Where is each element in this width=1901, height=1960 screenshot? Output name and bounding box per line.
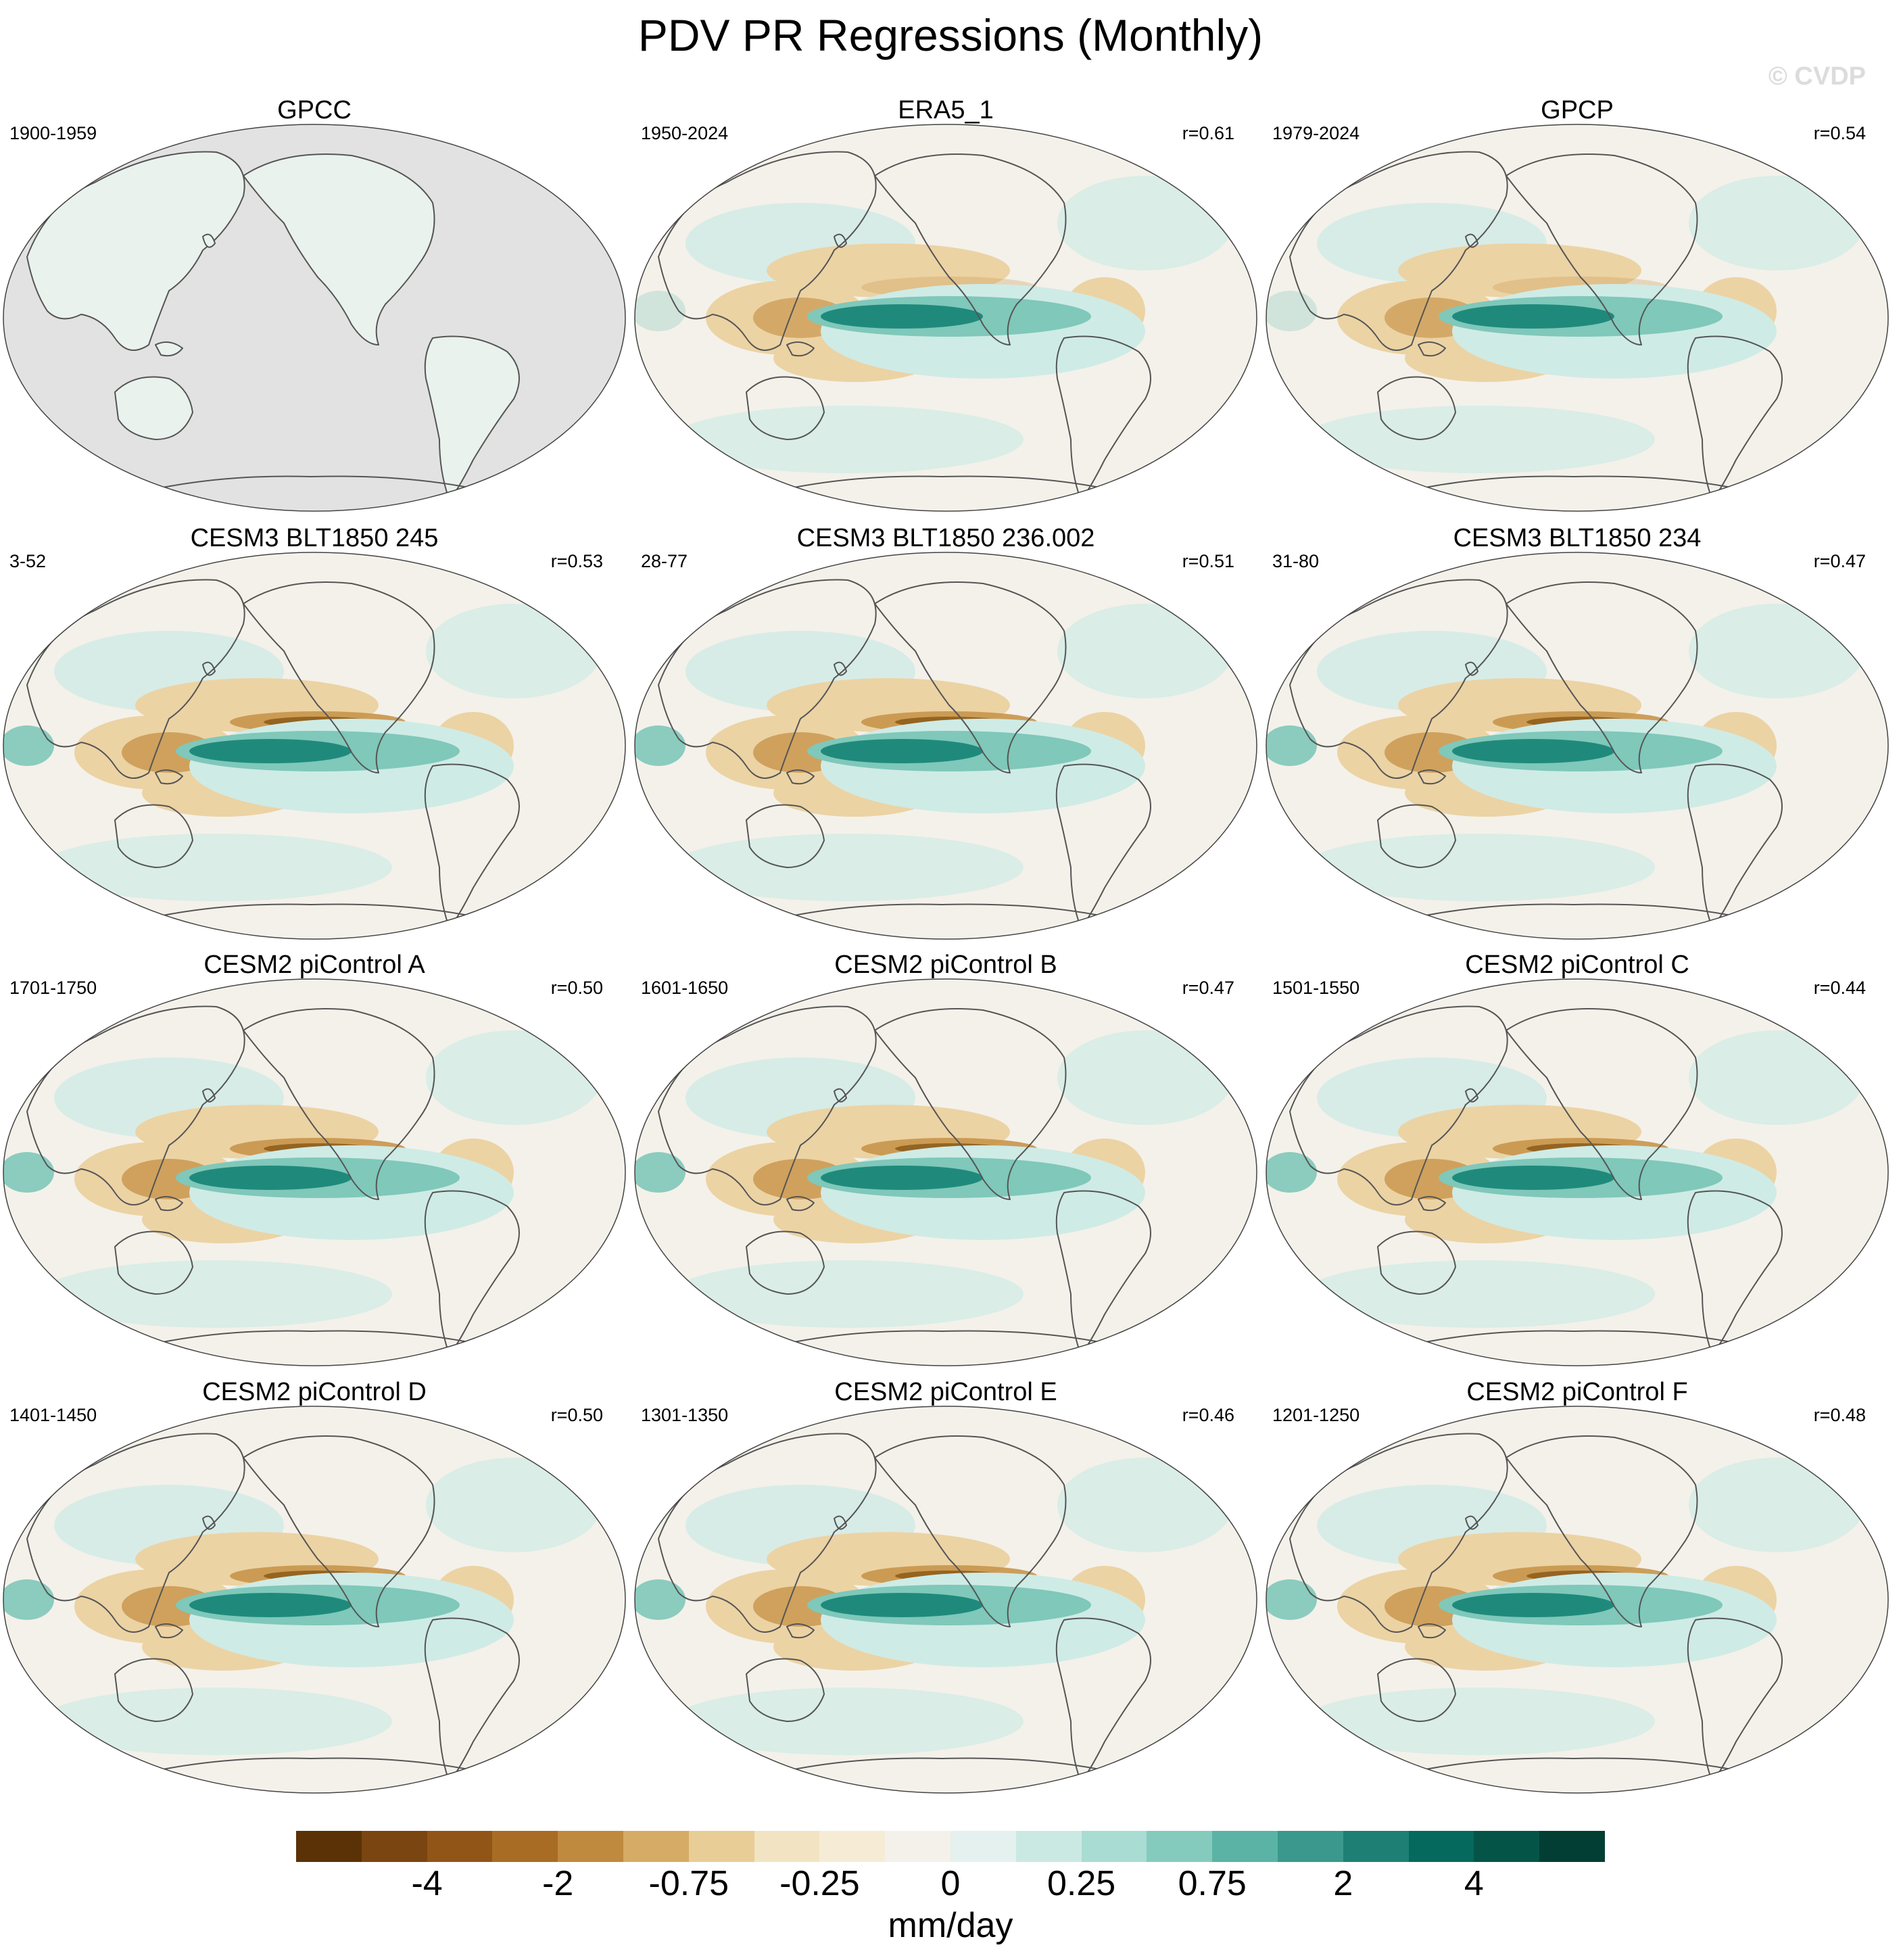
colorbar-swatch: [1081, 1831, 1147, 1862]
panel-correlation: r=0.50: [550, 1405, 603, 1425]
colorbar-swatch: [819, 1831, 886, 1862]
colorbar-tick-label: 4: [1464, 1864, 1484, 1903]
panel-title: CESM3 BLT1850 234: [1453, 524, 1702, 552]
panel-title: CESM2 piControl B: [834, 951, 1057, 979]
map-panel: CESM2 piControl E 1301-1350 r=0.46: [631, 1378, 1260, 1797]
panel-period: 1601-1650: [641, 978, 729, 998]
panel-correlation: r=0.61: [1182, 123, 1234, 143]
robinson-map: [1266, 124, 1889, 512]
panel-title: GPCP: [1541, 96, 1614, 124]
panel-period: 1701-1750: [9, 978, 97, 998]
colorbar-swatch: [1343, 1831, 1410, 1862]
colorbar-swatch: [1474, 1831, 1540, 1862]
panel-title: CESM2 piControl A: [203, 951, 425, 979]
panel-period: 1501-1550: [1272, 978, 1360, 998]
colorbar-swatch: [558, 1831, 624, 1862]
panel-correlation: r=0.47: [1813, 551, 1866, 571]
panel-correlation: r=0.54: [1813, 123, 1866, 143]
map-panel: CESM3 BLT1850 234 31-80 r=0.47: [1263, 524, 1892, 943]
colorbar-swatch: [296, 1831, 362, 1862]
figure-title: PDV PR Regressions (Monthly): [637, 10, 1264, 60]
colorbar-swatch: [885, 1831, 951, 1862]
panel-title: CESM2 piControl C: [1465, 951, 1689, 979]
panel-correlation: r=0.53: [550, 551, 603, 571]
watermark: © CVDP: [1768, 62, 1866, 91]
colorbar-swatch: [492, 1831, 558, 1862]
colorbar-tick-label: 2: [1333, 1864, 1353, 1903]
colorbar: [296, 1831, 1606, 1862]
panel-title: CESM2 piControl E: [834, 1378, 1057, 1406]
panel-period: 31-80: [1272, 551, 1320, 571]
robinson-map: [3, 978, 626, 1366]
panel-correlation: r=0.50: [550, 978, 603, 998]
colorbar-swatch: [950, 1831, 1017, 1862]
robinson-map: [3, 1406, 626, 1794]
map-panel: CESM2 piControl C 1501-1550 r=0.44: [1263, 951, 1892, 1370]
colorbar-swatch: [688, 1831, 755, 1862]
panel-title: CESM2 piControl F: [1466, 1378, 1688, 1406]
robinson-map: [634, 124, 1257, 512]
colorbar-swatch: [623, 1831, 690, 1862]
colorbar-swatch: [754, 1831, 820, 1862]
colorbar-units: mm/day: [888, 1906, 1013, 1945]
panel-period: 1201-1250: [1272, 1405, 1360, 1425]
colorbar-tick-label: 0: [940, 1864, 961, 1903]
colorbar-swatch: [1015, 1831, 1082, 1862]
map-panel: CESM3 BLT1850 236.002 28-77 r=0.51: [631, 524, 1260, 943]
robinson-map: [3, 124, 626, 512]
panel-correlation: r=0.51: [1182, 551, 1234, 571]
panel-period: 1900-1959: [9, 123, 97, 143]
colorbar-swatch: [1278, 1831, 1344, 1862]
panel-correlation: r=0.46: [1182, 1405, 1234, 1425]
map-panel: ERA5_1 1950-2024 r=0.61: [631, 96, 1260, 515]
panel-period: 1401-1450: [9, 1405, 97, 1425]
map-panel: CESM3 BLT1850 245 3-52 r=0.53: [0, 524, 629, 943]
colorbar-swatch: [1212, 1831, 1278, 1862]
robinson-map: [634, 1406, 1257, 1794]
colorbar-swatch: [1147, 1831, 1213, 1862]
colorbar-tick-label: -0.25: [779, 1864, 860, 1903]
colorbar-swatch: [1408, 1831, 1474, 1862]
colorbar-tick-label: 0.25: [1046, 1864, 1116, 1903]
colorbar-tick-label: -2: [542, 1864, 574, 1903]
map-panel: CESM2 piControl D 1401-1450 r=0.50: [0, 1378, 629, 1797]
robinson-map: [634, 552, 1257, 940]
colorbar-tick-label: -4: [411, 1864, 443, 1903]
colorbar-swatch: [427, 1831, 493, 1862]
panel-period: 28-77: [641, 551, 688, 571]
map-panel: GPCC 1900-1959: [0, 96, 629, 515]
panel-title: CESM3 BLT1850 236.002: [796, 524, 1095, 552]
robinson-map: [1266, 1406, 1889, 1794]
panel-title: CESM3 BLT1850 245: [190, 524, 439, 552]
panel-period: 1301-1350: [641, 1405, 729, 1425]
map-panel: GPCP 1979-2024 r=0.54: [1263, 96, 1892, 515]
map-panel: CESM2 piControl A 1701-1750 r=0.50: [0, 951, 629, 1370]
map-panel: CESM2 piControl B 1601-1650 r=0.47: [631, 951, 1260, 1370]
panel-period: 1979-2024: [1272, 123, 1360, 143]
colorbar-swatch: [361, 1831, 428, 1862]
robinson-map: [3, 552, 626, 940]
panel-title: CESM2 piControl D: [202, 1378, 427, 1406]
colorbar-tick-label: -0.75: [648, 1864, 729, 1903]
panel-title: GPCC: [277, 96, 352, 124]
robinson-map: [1266, 978, 1889, 1366]
colorbar-swatch: [1539, 1831, 1606, 1862]
panel-period: 3-52: [9, 551, 47, 571]
colorbar-tick-label: 0.75: [1178, 1864, 1247, 1903]
panel-correlation: r=0.48: [1813, 1405, 1866, 1425]
robinson-map: [634, 978, 1257, 1366]
panel-correlation: r=0.47: [1182, 978, 1234, 998]
panel-title: ERA5_1: [898, 96, 994, 124]
panel-correlation: r=0.44: [1813, 978, 1866, 998]
robinson-map: [1266, 552, 1889, 940]
panel-period: 1950-2024: [641, 123, 729, 143]
map-panel: CESM2 piControl F 1201-1250 r=0.48: [1263, 1378, 1892, 1797]
